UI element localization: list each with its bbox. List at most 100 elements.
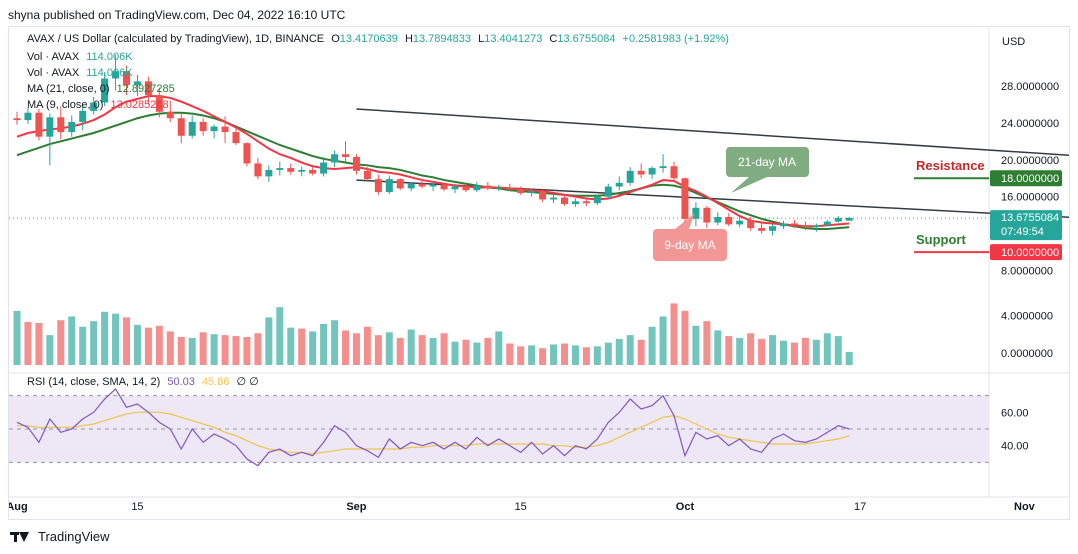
volume-bar xyxy=(506,343,514,365)
volume-bar xyxy=(648,326,656,365)
candle-body xyxy=(571,201,579,205)
volume-bar xyxy=(703,321,711,365)
candle-body xyxy=(769,226,777,231)
candle-body xyxy=(582,201,590,204)
candle-body xyxy=(166,111,174,119)
resistance-price-label: 18.0000000 xyxy=(1001,173,1059,185)
legend-h-label: H xyxy=(404,33,413,45)
ma9-line xyxy=(16,95,850,228)
volume-bar xyxy=(823,333,831,365)
volume-bar xyxy=(561,343,568,365)
ma21-callout-box xyxy=(726,147,809,177)
volume-bar xyxy=(199,332,207,365)
legend-rsi-sma-value: 45.86 xyxy=(201,376,230,388)
candle-body xyxy=(46,117,54,137)
candle-body xyxy=(845,217,853,221)
x-tick-label: 15 xyxy=(515,501,527,513)
candle-body xyxy=(24,112,32,121)
candle-body xyxy=(407,183,415,189)
candle-body xyxy=(188,121,196,136)
candle-body xyxy=(626,170,634,183)
candle-body xyxy=(451,186,459,190)
volume-bar xyxy=(769,335,777,365)
volume-bar xyxy=(166,331,174,365)
legend-ma21-value: 12.8927285 xyxy=(116,83,175,95)
legend-vol1-row: Vol · AVAX 114.006K xyxy=(27,51,137,63)
candle-body xyxy=(243,143,251,164)
candle-body xyxy=(517,189,525,193)
current-price-tag xyxy=(990,210,1062,241)
volume-bar xyxy=(725,336,733,365)
candle-body xyxy=(276,168,284,170)
candle-body xyxy=(221,126,229,133)
volume-bar xyxy=(539,348,547,365)
volume-bar xyxy=(35,323,43,365)
volume-bar xyxy=(495,331,503,365)
candle-body xyxy=(790,223,798,226)
volume-bar xyxy=(363,326,371,365)
volume-bar xyxy=(604,342,612,365)
candle-body xyxy=(780,223,787,227)
volume-bar xyxy=(320,323,328,365)
volume-bar xyxy=(790,342,798,365)
volume-bar xyxy=(254,333,262,365)
candle-body xyxy=(363,170,371,180)
volume-bar xyxy=(331,320,339,365)
ma21-line xyxy=(16,111,850,230)
volume-bar xyxy=(90,321,98,365)
candle-body xyxy=(528,191,536,193)
volume-bar xyxy=(659,316,667,365)
candle-body xyxy=(79,110,87,122)
candle-body xyxy=(287,168,295,172)
candle-body xyxy=(68,121,76,133)
legend-change: +0.2581983 (+1.92%) xyxy=(622,33,729,45)
candle-body xyxy=(177,118,185,136)
legend-symbol: AVAX / US Dollar (calculated by TradingV… xyxy=(27,33,325,45)
x-tick-label: Sep xyxy=(346,501,366,513)
volume-bar xyxy=(188,337,196,365)
candle-body xyxy=(801,225,809,228)
candle-body xyxy=(331,154,339,163)
volume-bar xyxy=(265,317,273,365)
volume-bar xyxy=(692,325,700,365)
candle-body xyxy=(35,112,43,137)
volume-bar xyxy=(276,307,284,365)
candle-body xyxy=(57,117,65,133)
footer-brand[interactable]: TradingView xyxy=(10,529,110,544)
candle-body xyxy=(232,132,240,144)
x-tick-label: Aug xyxy=(9,501,28,513)
candle-body xyxy=(834,217,842,222)
candle-body xyxy=(112,71,120,79)
current-price-label: 13.6755084 xyxy=(1001,212,1059,224)
candle-body xyxy=(155,95,163,112)
legend-rsi-value: 50.03 xyxy=(167,376,195,388)
volume-bar xyxy=(845,351,853,365)
volume-bar xyxy=(57,320,65,365)
volume-bar xyxy=(13,310,21,365)
candle-body xyxy=(462,186,470,191)
volume-bar xyxy=(112,313,120,365)
candle-body xyxy=(254,163,262,177)
candle-body xyxy=(101,78,109,103)
chart-frame[interactable]: USD 28.0000000 24.0000000 20.0000000 16.0000… xyxy=(8,26,1070,520)
legend-vol1-value: 114.006K xyxy=(86,51,133,63)
candle-body xyxy=(13,118,21,121)
volume-bar xyxy=(801,337,809,365)
legend-rsi-extra: ∅ ∅ xyxy=(236,376,259,388)
legend-close: 13.6755084 xyxy=(557,33,616,45)
candle-body xyxy=(593,196,601,204)
candle-body xyxy=(396,179,404,189)
rsi-tick-label: 60.00 xyxy=(1001,407,1029,419)
volume-bar xyxy=(287,327,295,365)
candle-body xyxy=(736,220,744,225)
volume-bar xyxy=(582,347,590,365)
volume-bar xyxy=(484,337,492,365)
chart-svg[interactable]: USD 28.0000000 24.0000000 20.0000000 16.0000… xyxy=(9,27,1069,519)
candle-body xyxy=(703,207,711,223)
volume-bar xyxy=(473,342,481,365)
candle-body xyxy=(385,179,393,193)
volume-bar xyxy=(374,335,382,365)
candle-body xyxy=(473,185,481,191)
volume-bar xyxy=(429,337,437,365)
support-text: Support xyxy=(916,232,966,247)
